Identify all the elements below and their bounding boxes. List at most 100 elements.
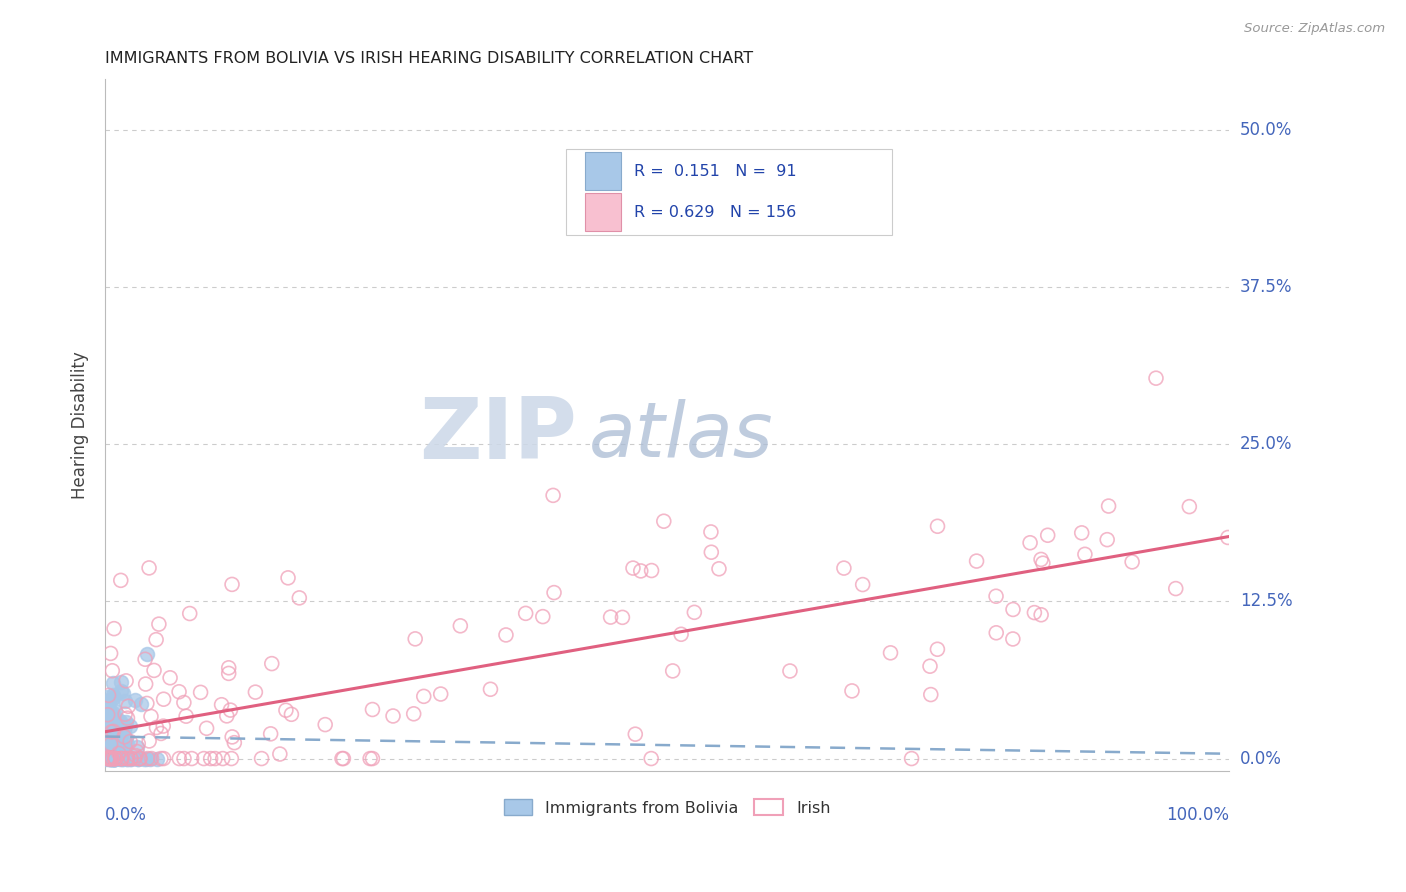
Point xyxy=(100,711,122,725)
Point xyxy=(215,709,238,723)
Point xyxy=(103,751,125,765)
Point xyxy=(136,751,159,765)
Point xyxy=(1001,602,1024,616)
Point xyxy=(114,694,136,708)
Point xyxy=(330,751,353,765)
Point xyxy=(332,751,354,765)
Point xyxy=(98,751,121,765)
Point xyxy=(111,727,134,741)
Point xyxy=(211,698,233,712)
Point xyxy=(117,699,139,714)
Point xyxy=(288,591,311,605)
Point xyxy=(211,751,233,765)
Point xyxy=(1070,525,1092,540)
Point xyxy=(117,711,139,725)
Text: 0.0%: 0.0% xyxy=(1240,749,1282,767)
Point xyxy=(111,751,134,765)
Point xyxy=(269,747,291,761)
Point xyxy=(103,751,125,765)
Point xyxy=(105,747,128,762)
Point xyxy=(127,751,149,765)
Point xyxy=(531,609,554,624)
Point xyxy=(139,709,162,723)
Point xyxy=(110,745,132,759)
Point xyxy=(1097,499,1119,513)
Point xyxy=(97,751,120,765)
Point xyxy=(127,740,149,755)
Point xyxy=(100,741,122,756)
Point xyxy=(135,751,157,765)
Point xyxy=(832,561,855,575)
Point xyxy=(103,675,125,690)
Point xyxy=(97,707,120,722)
Point xyxy=(117,751,139,765)
Point xyxy=(852,577,875,591)
Point xyxy=(412,690,434,704)
Point xyxy=(640,564,662,578)
Point xyxy=(127,751,149,765)
Point xyxy=(98,751,121,765)
Point xyxy=(110,751,132,765)
Point xyxy=(101,751,124,765)
Point xyxy=(101,743,124,757)
Point xyxy=(107,747,129,761)
Text: R =  0.151   N =  91: R = 0.151 N = 91 xyxy=(634,163,797,178)
Point xyxy=(920,688,942,702)
Point xyxy=(145,751,167,765)
Point xyxy=(841,684,863,698)
Point xyxy=(382,709,405,723)
Point xyxy=(134,652,156,666)
Point xyxy=(200,751,222,765)
Point xyxy=(966,554,988,568)
Point xyxy=(112,730,135,744)
Point xyxy=(103,708,125,723)
Point xyxy=(103,622,125,636)
Point xyxy=(174,709,197,723)
Point xyxy=(127,737,149,751)
Point xyxy=(101,751,124,765)
Point xyxy=(125,745,148,759)
Point xyxy=(112,723,135,737)
Point xyxy=(98,701,121,715)
Point xyxy=(707,562,730,576)
Point xyxy=(110,674,132,689)
Point xyxy=(150,726,173,740)
Point xyxy=(124,751,146,765)
Point xyxy=(259,727,281,741)
Point xyxy=(129,751,152,765)
Point xyxy=(96,690,118,704)
Point xyxy=(515,607,537,621)
Point xyxy=(1095,533,1118,547)
Point xyxy=(630,564,652,578)
Point xyxy=(96,728,118,742)
Point xyxy=(149,751,172,765)
Text: R = 0.629   N = 156: R = 0.629 N = 156 xyxy=(634,205,797,220)
Point xyxy=(104,751,127,765)
Point xyxy=(97,751,120,765)
Point xyxy=(277,571,299,585)
Point xyxy=(195,721,218,735)
Point xyxy=(652,514,675,528)
Point xyxy=(115,673,138,688)
Point xyxy=(98,751,121,765)
Point xyxy=(111,739,134,753)
Point xyxy=(218,661,240,675)
Point xyxy=(927,642,949,657)
Point xyxy=(402,706,425,721)
Point xyxy=(221,577,243,591)
Point xyxy=(104,704,127,718)
Point xyxy=(173,696,195,710)
Point xyxy=(115,751,138,765)
Text: atlas: atlas xyxy=(588,399,773,473)
Text: 25.0%: 25.0% xyxy=(1240,435,1292,453)
Point xyxy=(114,707,136,722)
Point xyxy=(879,646,901,660)
Point xyxy=(120,751,142,765)
Point xyxy=(100,751,122,765)
Y-axis label: Hearing Disability: Hearing Disability xyxy=(72,351,89,500)
Point xyxy=(543,585,565,599)
Point xyxy=(104,750,127,764)
Point xyxy=(96,748,118,763)
Point xyxy=(190,685,212,699)
Point xyxy=(120,751,142,765)
